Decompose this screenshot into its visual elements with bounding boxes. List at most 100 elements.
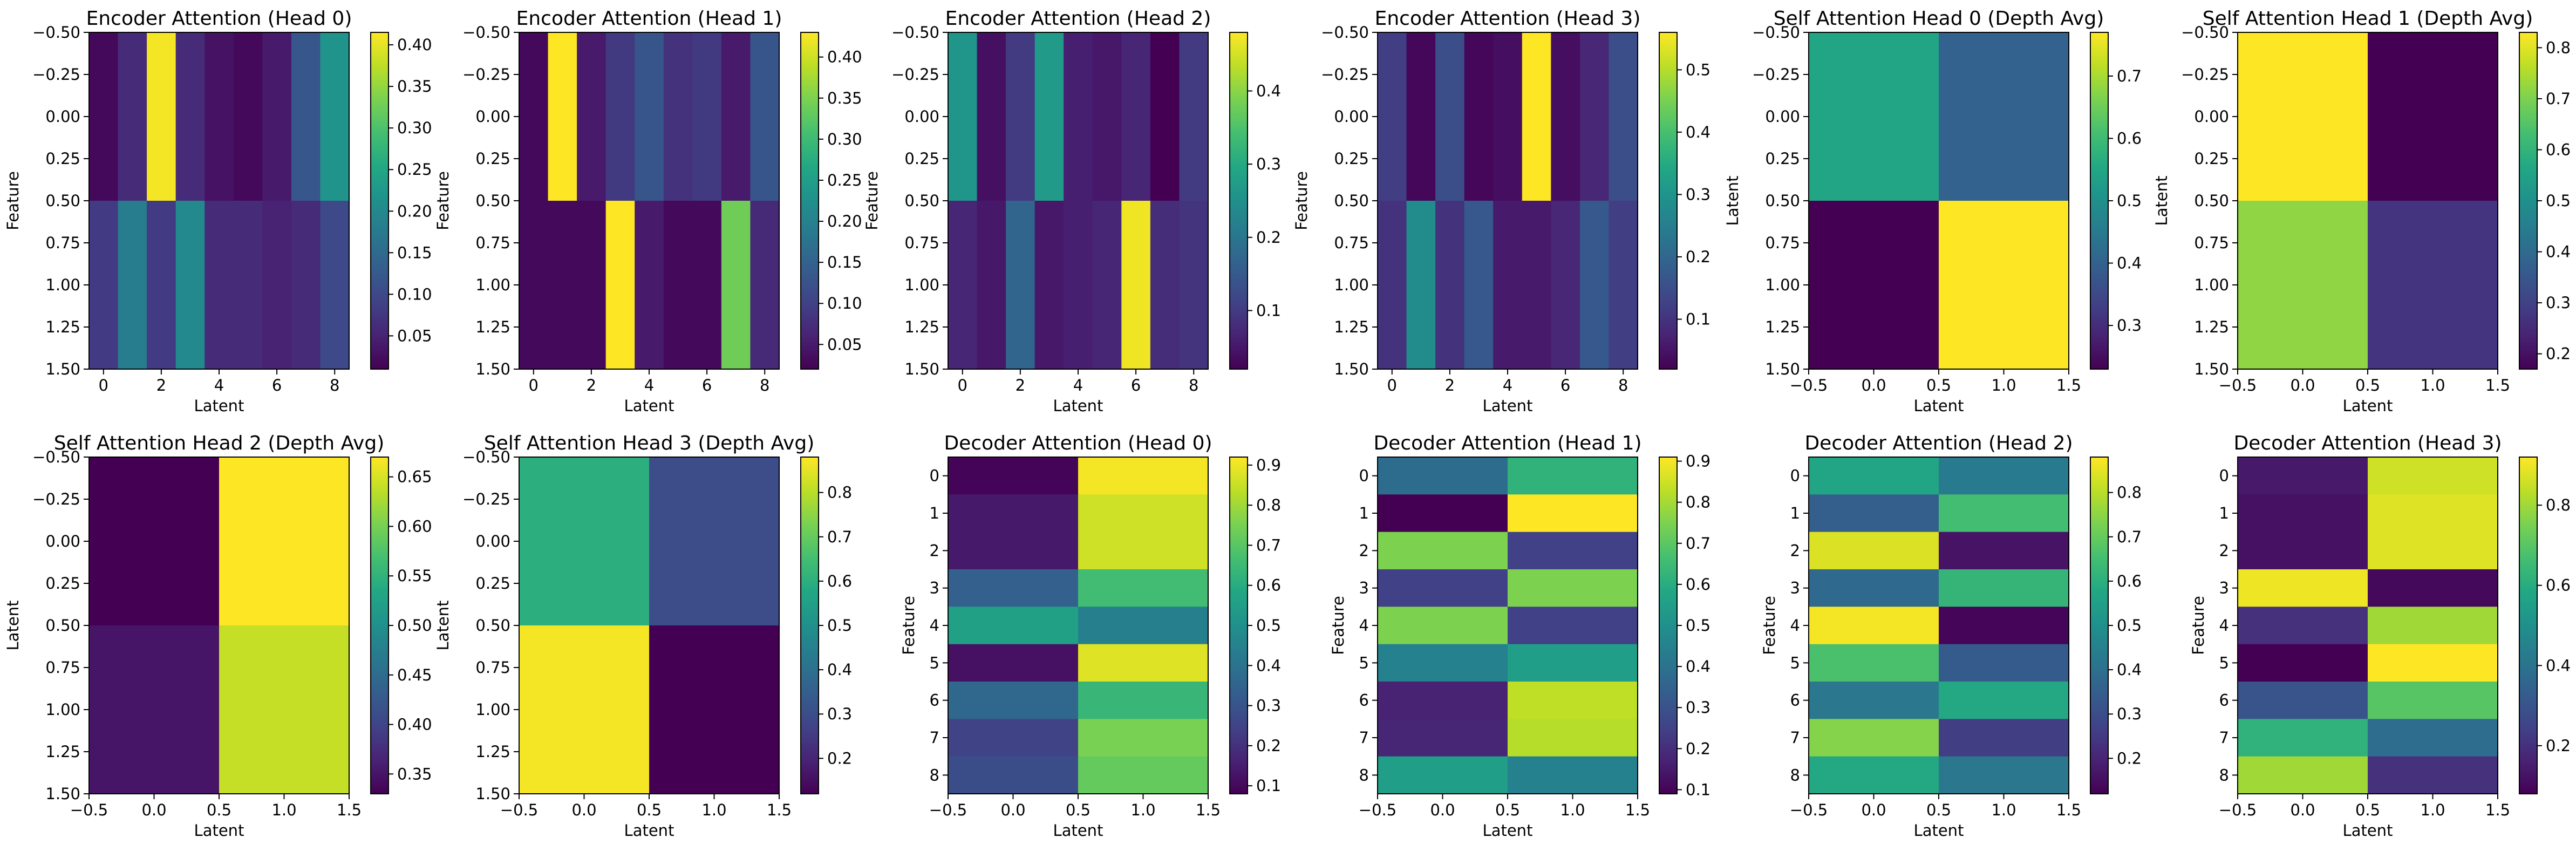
colorbar-tick-label: 0.6 [2117,129,2142,147]
colorbar-tick-label: 0.55 [397,567,432,585]
x-axis-label: Latent [1914,397,1964,415]
heatmap-cell [605,201,635,370]
heatmap-cell [1939,719,2069,757]
heatmap-cell [692,32,722,201]
x-axis-label: Latent [194,397,244,415]
heatmap-cell [1939,494,2069,533]
colorbar-tick-label: 0.40 [397,36,432,54]
heatmap-cell [1034,32,1064,201]
x-tick-label: −0.5 [929,801,967,819]
y-tick-label: 1.25 [45,318,80,336]
heatmap-cell [1078,682,1209,719]
colorbar-tick-label: 0.35 [397,765,432,783]
colorbar-tick-label: 0.3 [1686,698,1710,717]
heatmap-cell [1551,201,1580,370]
x-axis-label: Latent [624,821,674,840]
colorbar-tick-label: 0.6 [2546,576,2571,595]
heatmap-cell [1939,457,2069,495]
x-axis-label: Latent [1483,821,1533,840]
heatmap-cell [548,32,577,201]
colorbar-tick-label: 0.35 [827,89,862,107]
panel-title: Self Attention Head 1 (Depth Avg) [2203,8,2533,30]
y-tick-label: −0.25 [891,65,939,84]
heatmap-cell [1378,607,1508,645]
heatmap-panel-2: Encoder Attention (Head 2) 0 2 4 6 8 Latent −0.… [863,8,1281,415]
heatmap-cell [519,32,549,201]
heatmap-cell [2238,532,2368,570]
heatmap-cell [1078,569,1209,607]
colorbar-tick-label: 0.5 [2117,192,2142,210]
x-tick-label: 6 [1560,376,1570,394]
y-tick-label: 0.50 [1765,192,1800,210]
y-tick-label: 1.25 [1765,318,1800,336]
heatmap-cell [649,457,780,626]
heatmap-cell [2238,644,2368,682]
colorbar-tick-label: 0.25 [397,160,432,179]
heatmap-cell [519,201,549,370]
y-tick-label: −0.50 [2181,23,2229,42]
y-tick-label: 5 [1790,653,1800,672]
panel-title: Self Attention Head 2 (Depth Avg) [54,432,385,454]
heatmap-cell [548,201,577,370]
y-tick-label: 6 [930,691,939,710]
heatmap-cell [1406,201,1436,370]
colorbar-tick-label: 0.4 [827,661,852,679]
heatmap-cell [635,201,664,370]
y-tick-label: 1.25 [475,743,510,761]
colorbar-tick-label: 0.20 [827,212,862,230]
x-tick-label: 2 [587,376,596,394]
heatmap-cell [1939,201,2069,370]
y-axis-label: Latent [2152,176,2171,226]
heatmap-cell [750,32,780,201]
colorbar-tick-label: 0.30 [827,130,862,148]
heatmap-cell [663,201,693,370]
heatmap-cell [2238,607,2368,645]
colorbar-tick-label: 0.9 [1686,452,1710,471]
x-axis-label: Latent [2343,821,2393,840]
x-axis-label: Latent [624,397,674,415]
x-tick-label: 8 [1189,376,1198,394]
heatmap-cell [1609,32,1638,201]
y-tick-label: 0.25 [1334,149,1369,168]
colorbar-tick-label: 0.3 [2117,705,2142,723]
y-tick-label: 1.00 [45,276,80,294]
y-tick-label: −0.25 [462,490,510,508]
colorbar-tick-label: 0.3 [827,705,852,723]
heatmap-cell [1034,201,1064,370]
colorbar-tick-label: 0.15 [397,243,432,262]
colorbar-tick-label: 0.40 [397,716,432,734]
colorbar-tick-label: 0.7 [1256,536,1281,554]
heatmap-cell [320,201,350,370]
colorbar-tick-label: 0.2 [2546,345,2571,363]
heatmap-cell [2368,32,2498,201]
y-tick-label: 4 [1790,616,1800,635]
heatmap-cell [1508,457,1638,495]
heatmap-cell [2238,719,2368,757]
y-tick-label: 6 [1359,691,1369,710]
y-tick-label: 0 [930,467,939,485]
y-axis-label: Feature [1292,171,1311,230]
heatmap-cell [1092,201,1122,370]
x-tick-label: 2 [156,376,166,394]
heatmap-cell [1179,32,1209,201]
heatmap-panel-9: Decoder Attention (Head 1) −0.5 0.0 0.5 1.0 1… [1329,432,1710,840]
y-tick-label: 0.00 [1334,107,1369,126]
colorbar-tick-label: 0.7 [827,528,852,546]
y-tick-label: 0.25 [45,149,80,168]
colorbar [1229,457,1248,794]
x-axis-label: Latent [194,821,244,840]
heatmap-cell [519,457,650,626]
y-axis-label: Feature [899,596,918,655]
heatmap-cell [1939,532,2069,570]
y-tick-label: 0.75 [904,234,939,252]
heatmap-cell [1809,756,1939,794]
x-tick-label: 0 [99,376,108,394]
colorbar-tick-label: 0.5 [1686,616,1710,635]
heatmap-cell [1551,32,1580,201]
colorbar-tick-label: 0.05 [397,326,432,345]
y-tick-label: 1.25 [2194,318,2229,336]
heatmap-cell [649,625,780,794]
y-tick-label: 1 [1359,504,1369,522]
colorbar-tick-label: 0.3 [2117,316,2142,335]
heatmap-cell [1378,532,1508,570]
